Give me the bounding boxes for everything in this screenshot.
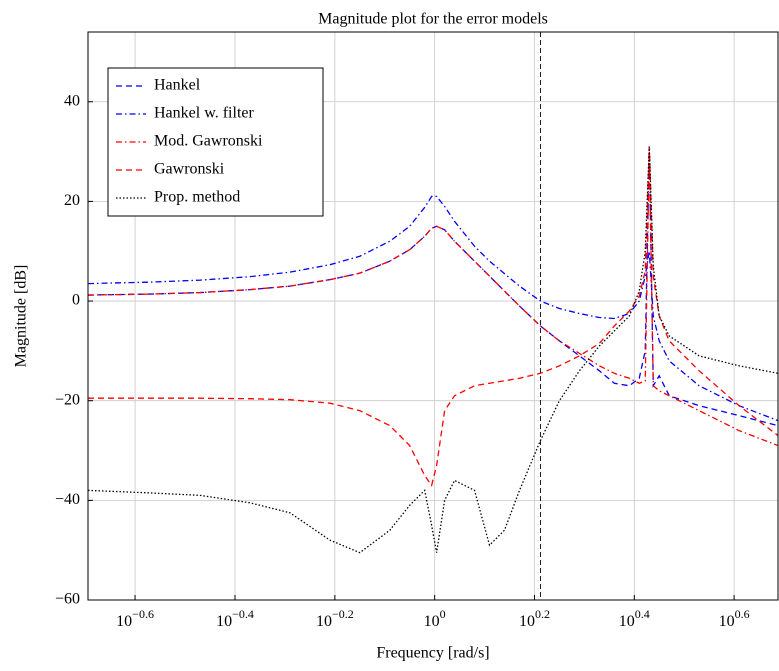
y-tick-label: 20 [64, 192, 80, 209]
y-tick-label: 0 [72, 292, 80, 309]
legend-label: Prop. method [154, 189, 240, 206]
y-tick-label: 40 [64, 92, 80, 109]
legend-label: Hankel w. filter [154, 105, 254, 122]
legend-label: Gawronski [154, 161, 225, 178]
x-tick-label: 10−0.2 [316, 607, 354, 630]
y-axis-label: Magnitude [dB] [13, 265, 30, 368]
x-tick-label: 10−0.4 [216, 607, 254, 630]
plot-frame [87, 31, 779, 601]
x-tick-label: 100 [424, 607, 446, 630]
series-line [88, 195, 778, 422]
series-line [88, 146, 778, 554]
legend-label: Hankel [154, 77, 201, 94]
x-tick-label: 100.4 [619, 607, 650, 630]
legend-label: Mod. Gawronski [154, 133, 263, 150]
y-tick-label: −60 [55, 591, 80, 608]
x-tick-label: 10−0.6 [116, 607, 154, 630]
x-tick-label: 100.6 [719, 607, 750, 630]
x-axis-label: Frequency [rad/s] [376, 645, 489, 662]
x-tick-label: 100.2 [519, 607, 550, 630]
y-tick-label: −20 [55, 391, 80, 408]
plot-area [88, 146, 778, 554]
series-line [88, 151, 778, 447]
chart-title: Magnitude plot for the error models [318, 11, 548, 28]
y-tick-label: −40 [55, 491, 80, 508]
series-line [88, 146, 778, 487]
